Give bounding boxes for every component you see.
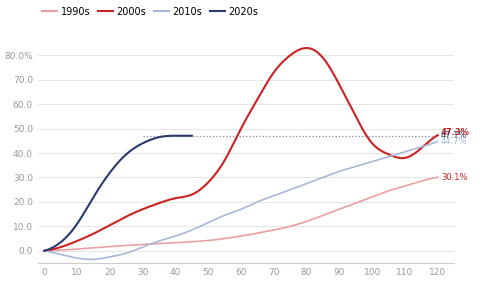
Text: 47.3%: 47.3%: [441, 128, 470, 137]
Text: 47.1%: 47.1%: [441, 131, 468, 140]
Text: 30.1%: 30.1%: [441, 173, 468, 182]
Text: 44.7%: 44.7%: [441, 137, 468, 146]
Legend: 1990s, 2000s, 2010s, 2020s: 1990s, 2000s, 2010s, 2020s: [38, 3, 262, 21]
